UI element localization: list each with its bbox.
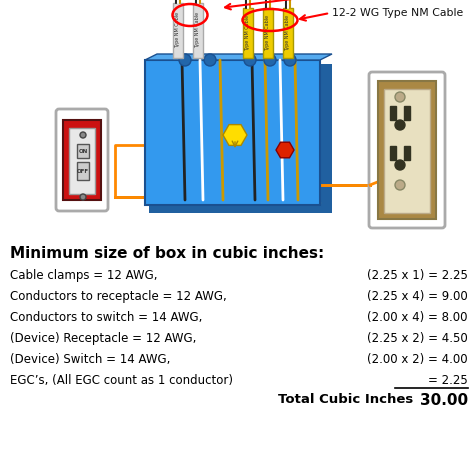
Circle shape <box>204 54 216 66</box>
Text: = 2.25: = 2.25 <box>428 374 468 387</box>
Bar <box>193 3 203 58</box>
Bar <box>77 162 89 180</box>
Text: Cable clamps = 12 AWG,: Cable clamps = 12 AWG, <box>10 269 157 282</box>
Circle shape <box>80 132 86 138</box>
Bar <box>404 106 410 120</box>
Bar <box>63 120 101 200</box>
Circle shape <box>179 54 191 66</box>
Text: (2.00 x 4) = 8.00: (2.00 x 4) = 8.00 <box>367 311 468 324</box>
Circle shape <box>395 120 405 130</box>
Bar <box>390 106 396 120</box>
Text: Type NM Cable: Type NM Cable <box>285 15 291 51</box>
Text: 12-2 WG Type NM Cable: 12-2 WG Type NM Cable <box>332 8 463 18</box>
Bar <box>77 144 89 158</box>
Bar <box>320 64 332 211</box>
Bar <box>263 8 273 58</box>
Circle shape <box>244 54 256 66</box>
Polygon shape <box>145 54 332 60</box>
Text: (Device) Switch = 14 AWG,: (Device) Switch = 14 AWG, <box>10 353 170 366</box>
Text: ON: ON <box>78 148 88 154</box>
Text: (2.25 x 2) = 4.50: (2.25 x 2) = 4.50 <box>367 332 468 345</box>
Circle shape <box>284 54 296 66</box>
Text: (2.00 x 2) = 4.00: (2.00 x 2) = 4.00 <box>367 353 468 366</box>
Text: EGC’s, (All EGC count as 1 conductor): EGC’s, (All EGC count as 1 conductor) <box>10 374 233 387</box>
Text: 30.00: 30.00 <box>420 393 468 408</box>
Bar <box>384 89 430 213</box>
Bar <box>390 146 396 160</box>
Text: Conductors to receptacle = 12 AWG,: Conductors to receptacle = 12 AWG, <box>10 290 227 303</box>
Bar <box>173 3 183 58</box>
Bar <box>149 205 332 213</box>
Circle shape <box>395 92 405 102</box>
Circle shape <box>264 54 276 66</box>
Text: Type NM Cable: Type NM Cable <box>265 15 271 51</box>
Bar <box>145 60 320 205</box>
Circle shape <box>395 160 405 170</box>
Text: Type NM Cable: Type NM Cable <box>195 12 201 48</box>
Text: Minimum size of box in cubic inches:: Minimum size of box in cubic inches: <box>10 246 324 261</box>
Bar <box>243 8 253 58</box>
Text: (2.25 x 1) = 2.25: (2.25 x 1) = 2.25 <box>367 269 468 282</box>
Text: Total Cubic Inches: Total Cubic Inches <box>278 393 413 406</box>
Text: Type NM Cable: Type NM Cable <box>246 15 250 51</box>
Bar <box>69 128 95 194</box>
Bar <box>404 146 410 160</box>
Circle shape <box>80 194 86 200</box>
Text: (Device) Receptacle = 12 AWG,: (Device) Receptacle = 12 AWG, <box>10 332 196 345</box>
Text: Type NM Cable: Type NM Cable <box>175 12 181 48</box>
Text: OFF: OFF <box>77 168 89 173</box>
Bar <box>283 8 293 58</box>
Text: Conductors to switch = 14 AWG,: Conductors to switch = 14 AWG, <box>10 311 202 324</box>
Circle shape <box>395 180 405 190</box>
Text: (2.25 x 4) = 9.00: (2.25 x 4) = 9.00 <box>367 290 468 303</box>
Bar <box>378 81 436 219</box>
